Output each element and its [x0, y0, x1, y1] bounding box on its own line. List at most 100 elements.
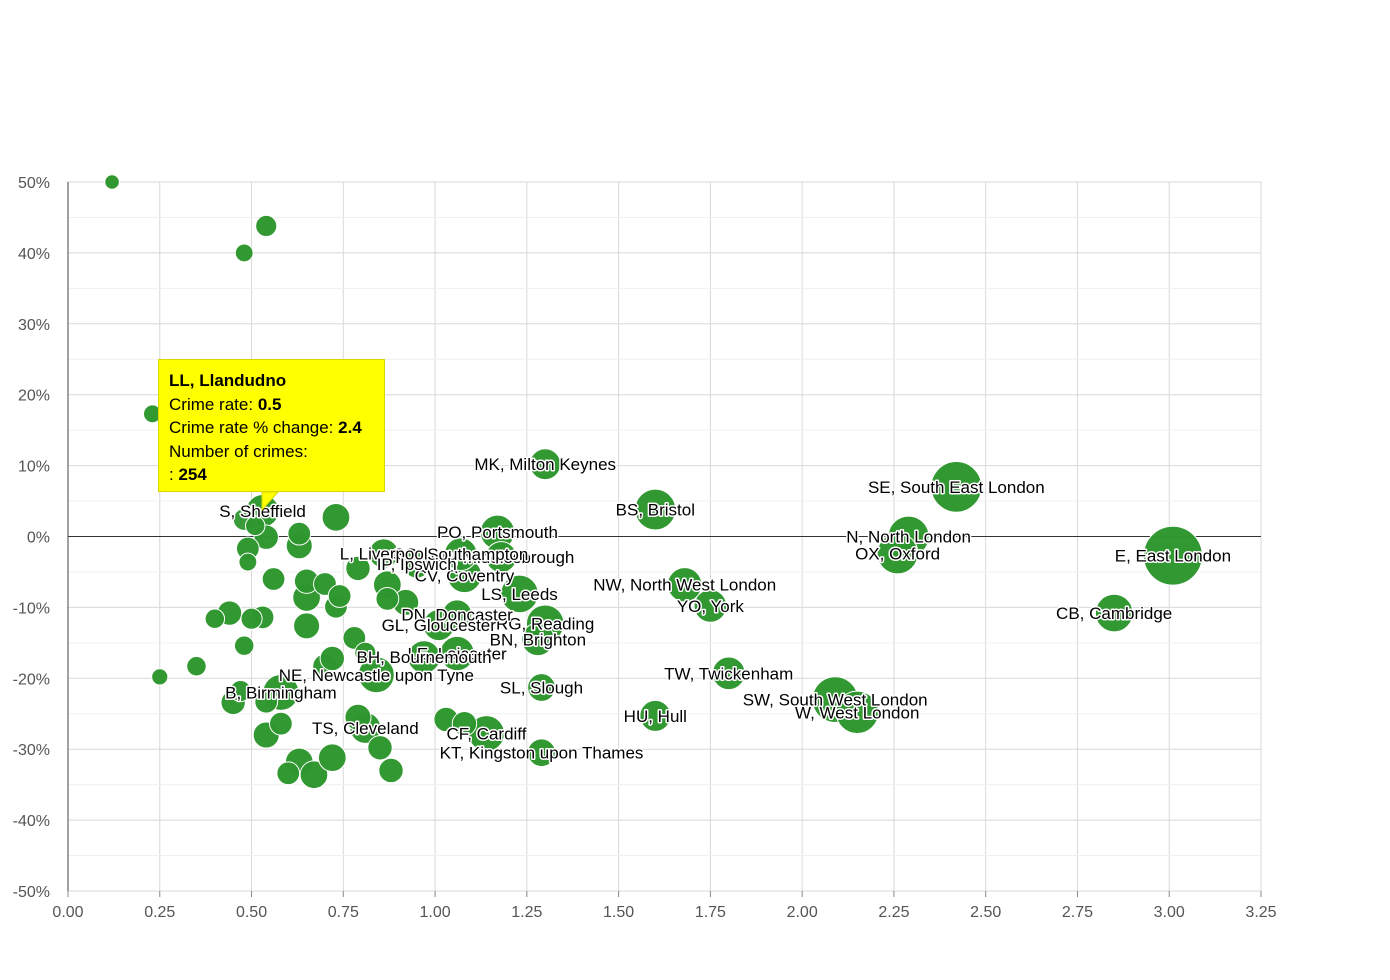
x-tick-label: 0.50	[236, 904, 267, 921]
bubble-point[interactable]	[441, 599, 473, 630]
bubble-point[interactable]	[527, 673, 556, 702]
bubble-point[interactable]	[876, 532, 919, 575]
bubble-point[interactable]	[443, 537, 478, 572]
bubble-label: S, Sheffield	[219, 502, 306, 521]
bubble-point[interactable]	[293, 612, 321, 640]
bubble-point[interactable]	[639, 699, 672, 732]
bubble-point[interactable]	[344, 703, 372, 731]
bubble-label: BN, Brighton	[490, 630, 586, 649]
bubble-point[interactable]	[693, 589, 728, 623]
bubble-point[interactable]	[317, 743, 347, 773]
bubble-label: TW, Twickenham	[664, 664, 793, 683]
y-tick-label: 40%	[18, 246, 50, 263]
bubble-point[interactable]	[529, 448, 562, 481]
x-tick-label: 2.75	[1062, 904, 1093, 921]
bubble-label: W, West London	[795, 703, 919, 722]
bubble-label: OX, Oxford	[855, 545, 940, 564]
bubble-point[interactable]	[451, 710, 478, 737]
bubble-point[interactable]	[485, 541, 518, 574]
bubble-point[interactable]	[368, 538, 399, 569]
bubble-point[interactable]	[151, 668, 169, 686]
bubble-point[interactable]	[1094, 593, 1134, 633]
tooltip: LL, Llandudno Crime rate: 0.5 Crime rate…	[158, 359, 385, 492]
bubble-series[interactable]	[104, 174, 1203, 790]
bubble-point[interactable]	[229, 680, 252, 703]
tooltip-count-label: Number of crimes:	[169, 441, 308, 461]
y-tick-label: -20%	[13, 671, 50, 688]
bubble-point[interactable]	[186, 656, 207, 677]
bubble-label: SO, Southampton	[393, 545, 528, 564]
x-tick-label: 2.50	[970, 904, 1001, 921]
bubble-point[interactable]	[261, 567, 286, 591]
bubble-label: MK, Milton Keynes	[474, 455, 616, 474]
bubble-point[interactable]	[319, 645, 345, 672]
axes: 0.00 0.25 0.50 0.75 1.00 1.25 1.50 1.75 2.00 2.25…	[13, 175, 1277, 921]
bubble-label: IP, Ipswich	[377, 555, 457, 574]
bubble-point[interactable]	[367, 735, 393, 761]
tooltip-change-label: Crime rate % change:	[169, 418, 334, 437]
bubble-point[interactable]	[321, 503, 351, 532]
bubble-label: BH, Bournemouth	[356, 648, 491, 667]
bubble-point[interactable]	[354, 641, 377, 664]
x-tick-label: 3.25	[1245, 904, 1276, 921]
bubble-point[interactable]	[407, 640, 441, 674]
bubble-point[interactable]	[204, 608, 226, 629]
bubble-label: N, North London	[846, 528, 971, 547]
bubble-point[interactable]	[287, 521, 312, 546]
y-tick-label: 0%	[27, 530, 50, 547]
bubble-point[interactable]	[238, 552, 258, 572]
bubble-label: CB, Cambridge	[1056, 604, 1172, 623]
bubble-point[interactable]	[327, 584, 352, 608]
bubble-point[interactable]	[634, 488, 677, 531]
bubble-point[interactable]	[378, 757, 404, 784]
bubble-point[interactable]	[402, 549, 432, 579]
bubble-point[interactable]	[375, 587, 400, 611]
bubble-label: E, East London	[1115, 547, 1231, 566]
bubble-label: BS, Bristol	[616, 501, 695, 520]
bubble-point[interactable]	[521, 622, 555, 657]
bubble-point[interactable]	[299, 760, 329, 790]
bubble-label: B, Birmingham	[225, 683, 336, 702]
bubble-label: NE, Newcastle upon Tyne	[279, 666, 474, 685]
bubble-point[interactable]	[1142, 525, 1203, 586]
bubble-point[interactable]	[357, 656, 395, 694]
bubble-label: L, Liverpool	[340, 545, 428, 564]
x-tick-label: 0.00	[52, 904, 83, 921]
bubble-point[interactable]	[255, 214, 278, 238]
bubble-point[interactable]	[233, 635, 255, 656]
bubble-point[interactable]	[254, 689, 279, 714]
y-tick-label: -40%	[13, 813, 50, 830]
tooltip-rate-value: 0.5	[257, 394, 282, 414]
bubble-point[interactable]	[667, 567, 703, 603]
bubble-point[interactable]	[527, 738, 556, 768]
bubble-point[interactable]	[240, 607, 263, 630]
x-tick-label: 1.75	[695, 904, 726, 921]
bubble-point[interactable]	[711, 656, 746, 691]
x-tick-label: 3.00	[1154, 904, 1185, 921]
tooltip-rate-label: Crime rate:	[169, 394, 254, 414]
bubble-label: SE, South East London	[868, 478, 1045, 497]
x-tick-label: 2.00	[787, 904, 818, 921]
bubble-point[interactable]	[234, 243, 254, 263]
y-tick-label: 30%	[18, 317, 50, 334]
x-tick-label: 2.25	[878, 904, 909, 921]
bubble-label: CF, Cardiff	[446, 725, 526, 744]
bubble-label: KT, Kingston upon Thames	[440, 744, 644, 763]
bubble-point[interactable]	[244, 515, 266, 537]
bubble-point[interactable]	[930, 461, 983, 513]
bubble-label: TS, Cleveland	[312, 719, 419, 738]
tooltip-title: LL, Llandudno	[169, 371, 287, 390]
bubble-label: LS, Leeds	[481, 585, 558, 604]
bubble-label: SL, Slough	[500, 679, 583, 698]
x-tick-label: 0.75	[328, 904, 359, 921]
bubble-point[interactable]	[104, 174, 120, 190]
bubble-label: NW, North West London	[593, 576, 776, 595]
bubble-point[interactable]	[345, 555, 371, 582]
bubble-point[interactable]	[269, 711, 293, 736]
bubble-point[interactable]	[835, 690, 879, 735]
bubble-label: PO, Portsmouth	[437, 523, 558, 542]
bubble-point[interactable]	[276, 761, 301, 786]
bubble-point[interactable]	[500, 574, 539, 614]
tooltip-count-value: 254	[178, 465, 207, 484]
y-tick-label: -30%	[13, 742, 50, 759]
